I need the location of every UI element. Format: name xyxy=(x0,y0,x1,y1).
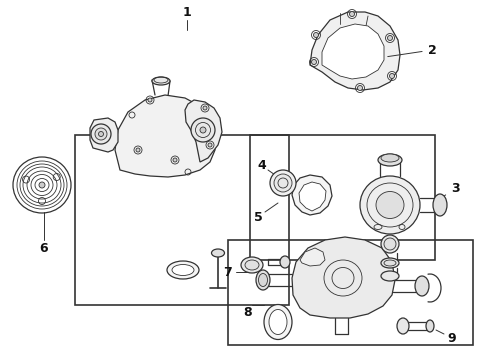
Ellipse shape xyxy=(211,249,224,257)
Bar xyxy=(227,240,472,345)
Polygon shape xyxy=(184,100,222,162)
Ellipse shape xyxy=(375,192,403,219)
Polygon shape xyxy=(291,175,331,215)
Ellipse shape xyxy=(91,124,111,144)
Ellipse shape xyxy=(95,128,107,140)
Bar xyxy=(249,135,434,260)
Ellipse shape xyxy=(377,154,401,166)
Ellipse shape xyxy=(244,260,259,270)
Text: 7: 7 xyxy=(223,266,232,279)
Ellipse shape xyxy=(268,310,286,334)
Ellipse shape xyxy=(256,270,269,290)
Ellipse shape xyxy=(200,127,205,133)
Ellipse shape xyxy=(359,176,419,234)
Ellipse shape xyxy=(386,36,392,41)
Ellipse shape xyxy=(269,170,295,196)
Ellipse shape xyxy=(172,265,194,275)
Text: 4: 4 xyxy=(257,158,266,171)
Ellipse shape xyxy=(380,271,398,281)
Ellipse shape xyxy=(383,260,395,266)
Ellipse shape xyxy=(152,77,170,85)
Text: 8: 8 xyxy=(243,306,252,319)
Ellipse shape xyxy=(98,131,103,136)
Ellipse shape xyxy=(383,238,395,250)
Polygon shape xyxy=(115,95,215,177)
Ellipse shape xyxy=(39,182,45,188)
Ellipse shape xyxy=(311,59,316,64)
Ellipse shape xyxy=(273,174,291,192)
Ellipse shape xyxy=(414,276,428,296)
Ellipse shape xyxy=(148,98,152,102)
Ellipse shape xyxy=(432,194,446,216)
Text: 2: 2 xyxy=(387,44,435,57)
Ellipse shape xyxy=(203,106,206,110)
Ellipse shape xyxy=(396,318,408,334)
Ellipse shape xyxy=(425,320,433,332)
Text: 1: 1 xyxy=(182,5,191,18)
Ellipse shape xyxy=(173,158,177,162)
Ellipse shape xyxy=(380,258,398,268)
Ellipse shape xyxy=(191,118,215,142)
Text: 9: 9 xyxy=(447,332,455,345)
Polygon shape xyxy=(298,182,325,211)
Ellipse shape xyxy=(349,12,354,17)
Ellipse shape xyxy=(280,256,289,268)
Polygon shape xyxy=(321,24,383,79)
Ellipse shape xyxy=(136,148,140,152)
Ellipse shape xyxy=(389,73,394,78)
Ellipse shape xyxy=(258,274,267,287)
Polygon shape xyxy=(309,12,399,90)
Ellipse shape xyxy=(167,261,199,279)
Bar xyxy=(75,135,288,305)
Polygon shape xyxy=(299,248,325,266)
Ellipse shape xyxy=(357,86,362,90)
Ellipse shape xyxy=(313,32,318,37)
Text: 6: 6 xyxy=(40,242,48,255)
Ellipse shape xyxy=(380,154,398,162)
Ellipse shape xyxy=(241,257,263,273)
Ellipse shape xyxy=(380,235,398,253)
Polygon shape xyxy=(90,118,118,152)
Ellipse shape xyxy=(207,143,212,147)
Text: 3: 3 xyxy=(433,181,458,203)
Ellipse shape xyxy=(264,305,291,339)
Text: 5: 5 xyxy=(253,211,262,224)
Polygon shape xyxy=(291,237,394,318)
